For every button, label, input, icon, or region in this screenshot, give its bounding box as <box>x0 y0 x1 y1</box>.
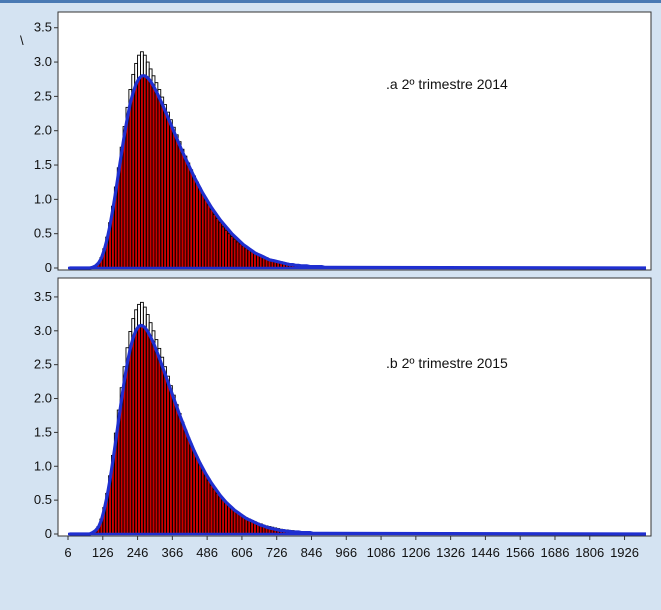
y-tick-label: 0.5 <box>34 226 52 241</box>
y-tick-label: 2.0 <box>34 123 52 138</box>
x-tick-label: 606 <box>231 545 253 560</box>
x-tick-label: 966 <box>335 545 357 560</box>
y-tick-label: 2.5 <box>34 88 52 103</box>
x-tick-label: 1566 <box>506 545 535 560</box>
x-tick-label: 486 <box>196 545 218 560</box>
y-tick-label: 0.5 <box>34 492 52 507</box>
y-tick-label: 3.5 <box>34 289 52 304</box>
top-border <box>0 0 661 3</box>
panel-label: .a 2º trimestre 2014 <box>386 76 508 92</box>
x-tick-label: 726 <box>266 545 288 560</box>
corner-mark: \ <box>20 33 24 48</box>
x-tick-label: 1446 <box>471 545 500 560</box>
x-tick-label: 1926 <box>610 545 639 560</box>
x-tick-label: 6 <box>64 545 71 560</box>
fit-curve <box>69 323 647 536</box>
x-tick-label: 1206 <box>401 545 430 560</box>
x-tick-label: 366 <box>162 545 184 560</box>
y-tick-label: 2.0 <box>34 391 52 406</box>
y-tick-label: 1.0 <box>34 458 52 473</box>
x-tick-label: 1326 <box>436 545 465 560</box>
x-tick-label: 1806 <box>575 545 604 560</box>
y-tick-label: 1.0 <box>34 191 52 206</box>
panel-a: 0 0.5 1.0 1.5 2.0 2.5 3.0 3.5 .a 2º trimestre 20… <box>34 11 652 275</box>
panel-b: 0 0.5 1.0 1.5 2.0 2.5 3.0 3.5 .b 2º trimestre 20… <box>34 277 652 541</box>
x-tick-label: 846 <box>301 545 323 560</box>
x-axis: 6 126 246 366 486 606 726 846 966 1086 1206 1326 144… <box>64 536 639 560</box>
x-tick-label: 246 <box>127 545 149 560</box>
x-tick-label: 1686 <box>541 545 570 560</box>
y-tick-label: 1.5 <box>34 424 52 439</box>
y-tick-label: 0 <box>45 526 52 541</box>
fit-curve <box>69 74 647 270</box>
x-tick-label: 1086 <box>367 545 396 560</box>
y-tick-label: 0 <box>45 260 52 275</box>
y-tick-label: 1.5 <box>34 157 52 172</box>
panel-label: .b 2º trimestre 2015 <box>386 355 508 371</box>
y-tick-label: 2.5 <box>34 357 52 372</box>
y-tick-label: 3.0 <box>34 54 52 69</box>
x-tick-label: 126 <box>92 545 114 560</box>
y-tick-label: 3.0 <box>34 323 52 338</box>
y-tick-label: 3.5 <box>34 20 52 35</box>
